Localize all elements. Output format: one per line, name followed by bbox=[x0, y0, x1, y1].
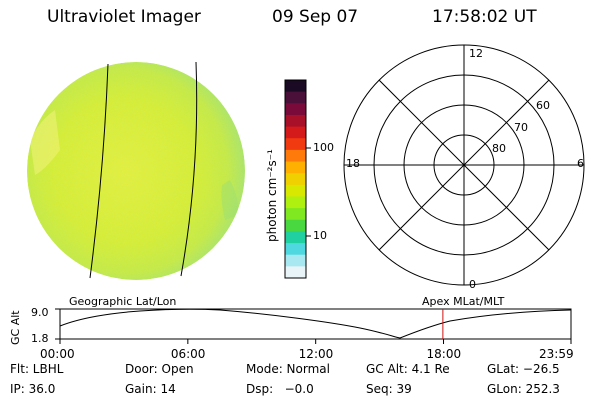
timeline-xtick-label: 18:00 bbox=[426, 347, 462, 361]
timeline-ytick: 1.8 bbox=[31, 332, 49, 345]
colorbar-swatch bbox=[285, 243, 306, 256]
colorbar-swatch bbox=[285, 126, 306, 139]
colorbar-swatch bbox=[285, 184, 306, 197]
colorbar-swatch bbox=[285, 161, 306, 174]
timeline-xtick-label: 06:00 bbox=[170, 347, 206, 361]
mode-info: Mode: Normal bbox=[246, 362, 330, 376]
colorbar-swatch bbox=[285, 254, 306, 267]
timeline-xtick-label: 23:59 bbox=[539, 347, 574, 361]
timeline-xtick-label: 00:00 bbox=[40, 347, 75, 361]
mlt-diagonal bbox=[378, 79, 550, 251]
timeline-frame bbox=[59, 308, 572, 340]
colorbar-swatch bbox=[285, 173, 306, 186]
timeline-ytick: 9.0 bbox=[31, 306, 49, 319]
door-info: Door: Open bbox=[125, 362, 194, 376]
gc-alt-info: GC Alt: 4.1 Re bbox=[366, 362, 450, 376]
colorbar-swatch bbox=[285, 266, 306, 279]
ip-info: IP: 36.0 bbox=[10, 382, 56, 396]
mlt-label-18: 18 bbox=[346, 157, 360, 170]
colorbar-tick-label: 100 bbox=[313, 141, 334, 154]
gain-info: Gain: 14 bbox=[125, 382, 176, 396]
colorbar-swatch bbox=[285, 91, 306, 104]
filter-info: Flt: LBHL bbox=[10, 362, 64, 376]
colorbar-swatch bbox=[285, 149, 306, 163]
mlt-label-6: 6 bbox=[577, 157, 584, 170]
earth-disk bbox=[27, 62, 245, 280]
mlt-label-12: 12 bbox=[469, 47, 483, 60]
timeline-left-caption: Geographic Lat/Lon bbox=[69, 295, 177, 308]
altitude-curve bbox=[59, 308, 572, 339]
colorbar-swatch bbox=[285, 114, 306, 128]
colorbar-swatch bbox=[285, 219, 306, 232]
lat-label-70: 70 bbox=[514, 121, 528, 134]
time-label: 17:58:02 UT bbox=[432, 7, 537, 27]
mlt-label-0: 0 bbox=[469, 278, 476, 291]
lat-label-60: 60 bbox=[536, 99, 550, 112]
colorbar-swatch bbox=[285, 208, 306, 221]
meridian-line bbox=[180, 61, 198, 277]
instrument-title: Ultraviolet Imager bbox=[47, 7, 201, 27]
timeline-right-caption: Apex MLat/MLT bbox=[422, 295, 505, 308]
colorbar-swatch bbox=[285, 138, 306, 151]
meridian-line bbox=[89, 63, 109, 279]
seq-info: Seq: 39 bbox=[366, 382, 412, 396]
colorbar-swatch bbox=[285, 103, 306, 116]
colorbar-swatch bbox=[285, 231, 306, 244]
date-label: 09 Sep 07 bbox=[272, 7, 359, 27]
colorbar-swatch bbox=[285, 80, 306, 93]
colorbar-tick-label: 10 bbox=[313, 229, 327, 242]
glat-info: GLat: −26.5 bbox=[487, 362, 560, 376]
dsp-info: Dsp: −0.0 bbox=[246, 382, 314, 396]
glon-info: GLon: 252.3 bbox=[487, 382, 560, 396]
timeline-xtick-label: 12:00 bbox=[298, 347, 334, 361]
colorbar-swatch bbox=[285, 196, 306, 209]
lat-label-80: 80 bbox=[492, 142, 506, 155]
